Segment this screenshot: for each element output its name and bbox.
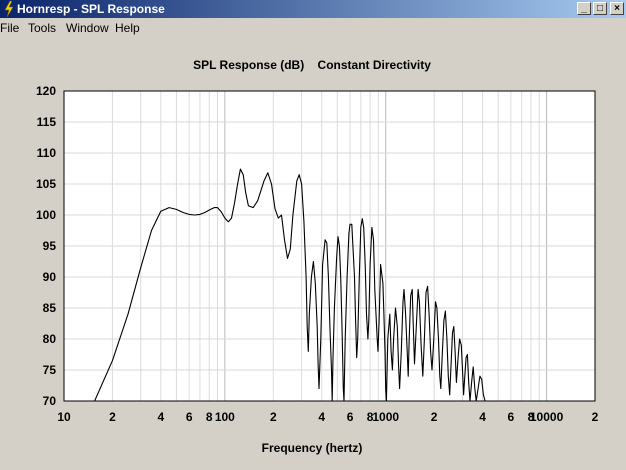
x-tick-label: 2 [270,410,277,424]
x-tick-label: 6 [186,410,193,424]
x-tick-label: 2 [592,410,599,424]
hornresp-app-icon[interactable] [3,1,15,17]
maximize-button[interactable]: □ [593,2,607,15]
x-tick-label: 4 [479,410,486,424]
x-tick-label: 8 [528,410,535,424]
x-tick-label: 6 [347,410,354,424]
menu-window[interactable]: Window [66,21,109,35]
plot-frame [63,90,596,402]
title-bar: Hornresp - SPL Response _ □ × [0,0,626,18]
chart-title: SPL Response (dB) Constant Directivity [193,58,431,72]
y-tick-label: 120 [36,84,56,98]
x-tick-label: 2 [109,410,116,424]
y-tick-labels: 120 115 110 105 100 95 90 85 80 75 70 [36,84,56,408]
spl-response-line [94,168,486,402]
x-tick-label: 4 [318,410,325,424]
y-tick-label: 70 [43,394,57,408]
y-tick-label: 115 [37,115,57,129]
grid-lines [64,91,595,401]
x-tick-label: 8 [367,410,374,424]
minimize-button[interactable]: _ [577,2,591,15]
x-tick-label: 10 [57,410,71,424]
y-tick-label: 105 [36,177,56,191]
y-tick-label: 90 [43,270,57,284]
x-tick-label: 100 [215,410,235,424]
menu-help[interactable]: Help [115,21,140,35]
y-tick-label: 110 [37,146,57,160]
y-tick-label: 95 [43,239,57,253]
spl-response-chart: SPL Response (dB) Constant Directivity 1… [36,58,599,455]
menu-tools[interactable]: Tools [28,21,57,35]
x-tick-label: 2 [431,410,438,424]
x-tick-label: 6 [508,410,515,424]
close-button[interactable]: × [610,2,624,15]
window-title: Hornresp - SPL Response [17,2,165,16]
x-tick-label: 4 [158,410,165,424]
x-tick-label: 1000 [372,410,399,424]
menu-bar: File Tools Window Help [0,18,626,38]
series-layer [94,168,486,402]
y-tick-label: 80 [43,332,57,346]
x-tick-label: 8 [206,410,213,424]
y-tick-label: 85 [43,301,57,315]
x-axis-label: Frequency (hertz) [262,441,363,455]
y-tick-label: 75 [43,363,57,377]
x-tick-label: 10000 [530,410,564,424]
y-tick-label: 100 [36,208,56,222]
menu-file[interactable]: File [0,21,20,35]
